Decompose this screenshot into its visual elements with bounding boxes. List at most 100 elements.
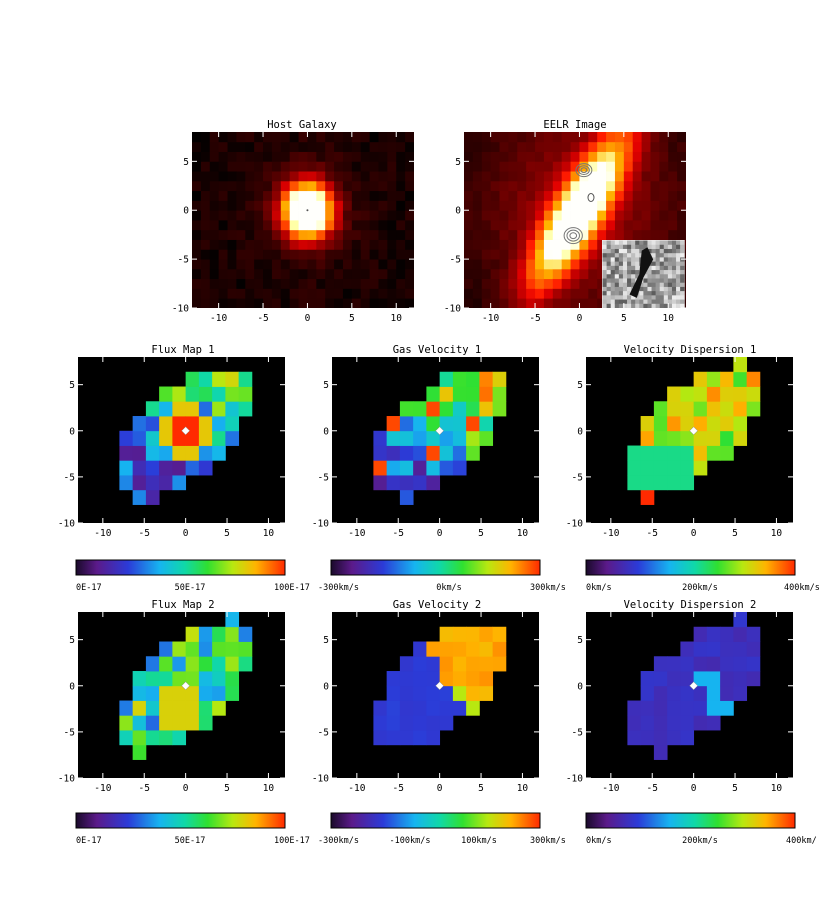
heatmap-cell [526, 200, 536, 211]
heatmap-cell [466, 700, 480, 716]
heatmap-cell [386, 671, 401, 687]
heatmap-cell [245, 161, 255, 172]
heatmap-cell [570, 249, 580, 260]
heatmap-cell [209, 180, 220, 192]
heatmap-cell [263, 259, 273, 270]
heatmap-cell [680, 401, 695, 417]
heatmap-cell [386, 445, 401, 461]
heatmap-cell [405, 268, 414, 280]
heatmap-cell [387, 132, 397, 143]
heatmap-cell [289, 161, 299, 172]
heatmap-cell [351, 298, 362, 308]
heatmap-cell [378, 171, 388, 182]
heatmap-cell [614, 200, 625, 211]
heatmap-cell [200, 229, 211, 240]
heatmap-cell [342, 220, 353, 231]
heatmap-cell [245, 190, 255, 201]
heatmap-cell [614, 141, 625, 152]
heatmap-cell [561, 190, 571, 201]
heatmap-cell [426, 700, 441, 716]
heatmap-cell [597, 161, 607, 172]
heatmap-cell [271, 161, 282, 172]
heatmap-cell [466, 685, 480, 701]
heatmap-cell [561, 278, 571, 289]
heatmap-cell [263, 249, 273, 260]
heatmap-cell [386, 700, 401, 716]
panel-title-flux-map-2: Flux Map 2 [151, 599, 214, 611]
heatmap-cell [351, 229, 362, 240]
heatmap-cell [387, 210, 397, 221]
heatmap-cell [399, 430, 414, 446]
heatmap-cell [225, 371, 240, 387]
heatmap-cell [342, 298, 353, 308]
heatmap-cell [387, 161, 397, 172]
heatmap-cell [209, 200, 220, 211]
heatmap-cell [172, 401, 187, 417]
heatmap-cell [369, 141, 379, 152]
heatmap-cell [254, 190, 264, 201]
heatmap-cell [526, 239, 536, 250]
heatmap-cell [325, 259, 335, 270]
heatmap-cell [405, 278, 414, 289]
heatmap-cell [225, 626, 240, 642]
heatmap-cell [307, 141, 317, 152]
heatmap-cell [289, 268, 299, 280]
heatmap-cell [597, 180, 607, 192]
heatmap-cell [667, 671, 681, 687]
heatmap-cell [369, 151, 379, 162]
x-tick-label: 5 [349, 313, 355, 324]
heatmap-cell [405, 239, 414, 250]
heatmap-cell [623, 220, 634, 231]
heatmap-cell [706, 700, 721, 716]
heatmap-cell [212, 445, 226, 461]
heatmap-cell [263, 288, 273, 299]
x-tick-label: -10 [348, 783, 365, 794]
heatmap-cell [481, 210, 492, 221]
heatmap-cell [490, 151, 500, 162]
heatmap-cell [334, 151, 344, 162]
heatmap-cell [218, 288, 228, 299]
heatmap-cell [280, 220, 291, 231]
heatmap-cell [677, 210, 686, 221]
heatmap-cell [132, 715, 147, 731]
heatmap-cell [351, 220, 362, 231]
heatmap-cell [245, 298, 255, 308]
heatmap-cell [360, 268, 370, 280]
heatmap-cell [378, 180, 388, 192]
heatmap-cell [479, 626, 494, 642]
heatmap-cell [570, 190, 580, 201]
heatmap-cell [325, 220, 335, 231]
heatmap-cell [472, 141, 483, 152]
heatmap-cell [680, 641, 695, 657]
heatmap-cell [517, 249, 527, 260]
heatmap-cell [426, 730, 441, 746]
heatmap-cell [667, 445, 681, 461]
heatmap-cell [570, 298, 580, 308]
heatmap-cell [307, 268, 317, 280]
axes: -10 -5 0 5 10 -10 -5 0 5 [312, 357, 539, 539]
heatmap-cell [396, 278, 406, 289]
heatmap-cell [490, 200, 500, 211]
heatmap-cell [452, 671, 467, 687]
heatmap-cell [746, 386, 761, 402]
heatmap-cell [413, 685, 427, 701]
heatmap-cell [452, 371, 467, 387]
heatmap-cell [668, 141, 678, 152]
colorbar-flux-1 [75, 559, 286, 576]
heatmap-cell [597, 268, 607, 280]
heatmap-cell [472, 298, 483, 308]
heatmap-cell [225, 641, 240, 657]
heatmap-cell [481, 161, 492, 172]
heatmap-cell [677, 190, 686, 201]
x-tick-label: 5 [224, 528, 230, 539]
heatmap-cell [387, 298, 397, 308]
heatmap-cell [466, 430, 480, 446]
heatmap-cell [200, 200, 211, 211]
heatmap-cell [399, 416, 414, 432]
heatmap-cell [200, 210, 211, 221]
heatmap-cell [198, 386, 213, 402]
panel-gas-velocity-1: -10 -5 0 5 10 -10 -5 0 5 [312, 357, 539, 539]
heatmap-cell [245, 259, 255, 270]
heatmap-cell [351, 239, 362, 250]
heatmap-cell [464, 141, 474, 152]
